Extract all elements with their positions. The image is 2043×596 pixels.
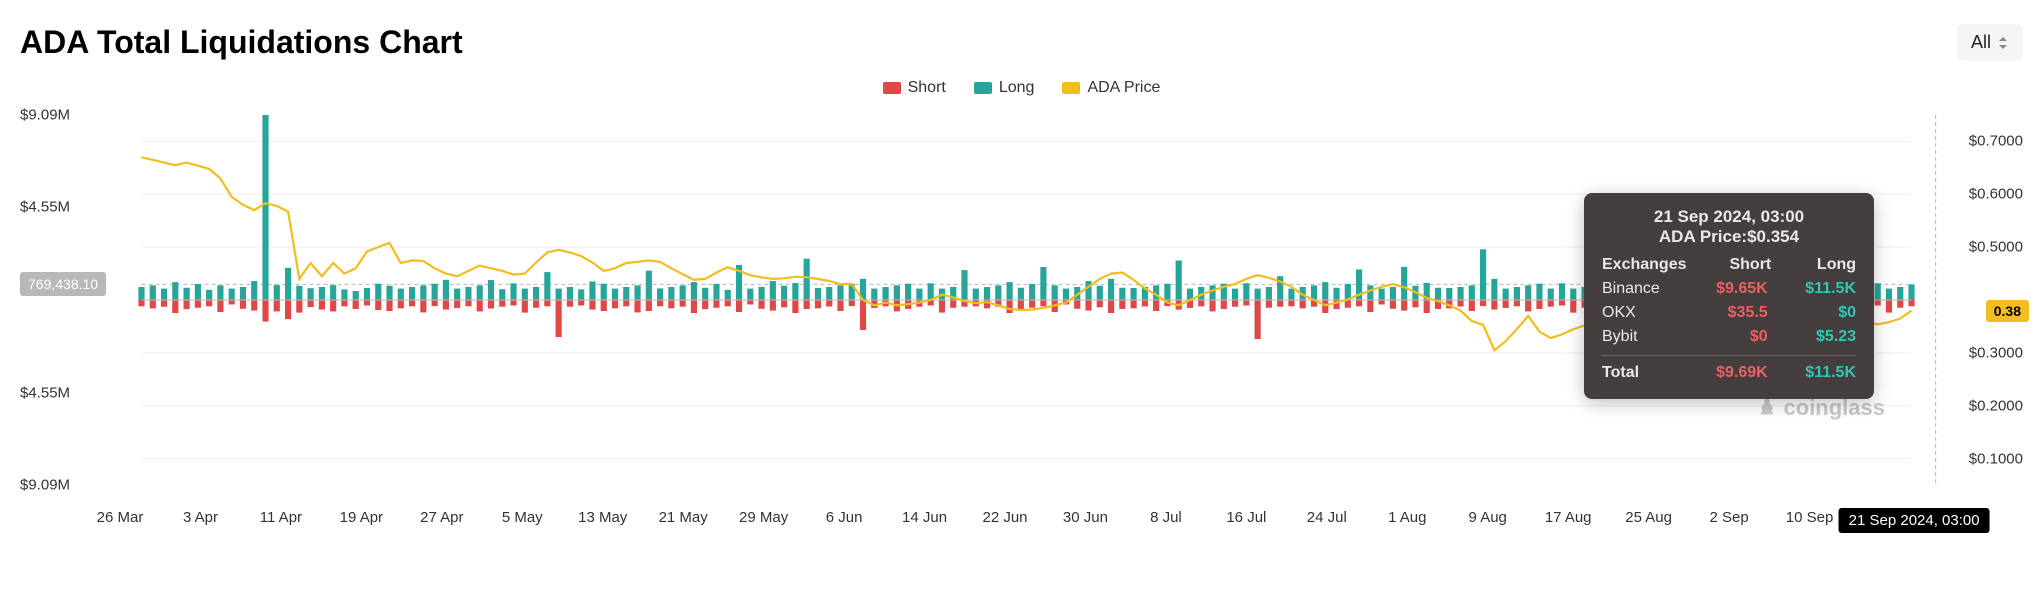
x-tick: 5 May (502, 509, 543, 526)
x-tick: 3 Apr (183, 509, 218, 526)
x-tick: 13 May (578, 509, 627, 526)
sort-icon (1997, 36, 2009, 50)
tooltip-datetime: 21 Sep 2024, 03:00 (1602, 207, 1856, 227)
left-axis-marker: 769,438.10 (20, 272, 106, 296)
tooltip-row-long: $11.5K (1786, 280, 1856, 298)
tooltip-total-short: $9.69K (1697, 364, 1767, 382)
y-axis-left: $9.09M $4.55M $4.55M $9.09M (20, 105, 110, 525)
tooltip-price: ADA Price:$0.354 (1602, 227, 1856, 247)
right-axis-marker: 0.38 (1986, 300, 2029, 322)
tooltip-row: OKX $35.5 $0 (1602, 301, 1856, 325)
x-tick: 19 Apr (340, 509, 383, 526)
swatch-short (883, 82, 901, 94)
legend-long-label: Long (999, 79, 1035, 97)
tooltip-header-long: Long (1789, 256, 1856, 274)
x-tick: 6 Jun (826, 509, 863, 526)
tooltip-row-exchange: OKX (1602, 304, 1679, 322)
legend-item-long[interactable]: Long (974, 79, 1035, 97)
range-dropdown[interactable]: All (1957, 24, 2023, 61)
watermark-icon (1756, 397, 1778, 419)
tooltip-row-long: $0 (1786, 304, 1856, 322)
y-right-tick: $0.5000 (1969, 239, 2023, 256)
tooltip-row-exchange: Binance (1602, 280, 1679, 298)
x-tick: 25 Aug (1625, 509, 1672, 526)
x-tick: 27 Apr (420, 509, 463, 526)
x-tick: 21 May (659, 509, 708, 526)
swatch-long (974, 82, 992, 94)
x-tick: 22 Jun (982, 509, 1027, 526)
x-tick: 10 Sep (1786, 509, 1834, 526)
tooltip-row-short: $9.65K (1697, 280, 1767, 298)
legend-item-short[interactable]: Short (883, 79, 946, 97)
swatch-price (1062, 82, 1080, 94)
tooltip-row-long: $5.23 (1786, 328, 1856, 346)
legend-item-price[interactable]: ADA Price (1062, 79, 1160, 97)
x-tick: 8 Jul (1150, 509, 1182, 526)
y-right-tick: $0.6000 (1969, 186, 2023, 203)
tooltip-total-label: Total (1602, 364, 1679, 382)
y-left-tick: $4.55M (20, 384, 70, 401)
y-left-tick: $9.09M (20, 477, 70, 494)
y-right-tick: $0.7000 (1969, 133, 2023, 150)
y-right-tick: $0.3000 (1969, 344, 2023, 361)
tooltip-total-long: $11.5K (1786, 364, 1856, 382)
tooltip: 21 Sep 2024, 03:00 ADA Price:$0.354 Exch… (1584, 193, 1874, 399)
x-tick: 26 Mar (97, 509, 144, 526)
x-tick: 24 Jul (1307, 509, 1347, 526)
x-tick: 17 Aug (1545, 509, 1592, 526)
tooltip-header-exchanges: Exchanges (1602, 256, 1686, 274)
tooltip-row-short: $0 (1697, 328, 1767, 346)
x-tick: 2 Sep (1709, 509, 1748, 526)
tooltip-row-exchange: Bybit (1602, 328, 1679, 346)
x-tick: 14 Jun (902, 509, 947, 526)
y-left-tick: $9.09M (20, 107, 70, 124)
x-axis: 26 Mar 3 Apr 11 Apr 19 Apr 27 Apr 5 May 13 May… (20, 509, 2023, 531)
x-tick: 9 Aug (1469, 509, 1507, 526)
legend-short-label: Short (908, 79, 946, 97)
page-title: ADA Total Liquidations Chart (20, 24, 463, 61)
tooltip-row-short: $35.5 (1697, 304, 1767, 322)
y-right-tick: $0.1000 (1969, 450, 2023, 467)
x-crosshair-label: 21 Sep 2024, 03:00 (1839, 508, 1990, 533)
tooltip-row: Bybit $0 $5.23 (1602, 325, 1856, 349)
legend-price-label: ADA Price (1087, 79, 1160, 97)
tooltip-header-short: Short (1704, 256, 1771, 274)
y-right-tick: $0.2000 (1969, 397, 2023, 414)
chart-area[interactable]: $9.09M $4.55M $4.55M $9.09M $0.7000 $0.6000 $… (20, 105, 2023, 525)
y-left-tick: $4.55M (20, 199, 70, 216)
x-tick: 30 Jun (1063, 509, 1108, 526)
x-tick: 1 Aug (1388, 509, 1426, 526)
range-dropdown-label: All (1971, 32, 1991, 53)
legend: Short Long ADA Price (0, 61, 2043, 105)
x-tick: 29 May (739, 509, 788, 526)
x-tick: 11 Apr (260, 509, 302, 526)
tooltip-row: Binance $9.65K $11.5K (1602, 277, 1856, 301)
x-tick: 16 Jul (1226, 509, 1266, 526)
